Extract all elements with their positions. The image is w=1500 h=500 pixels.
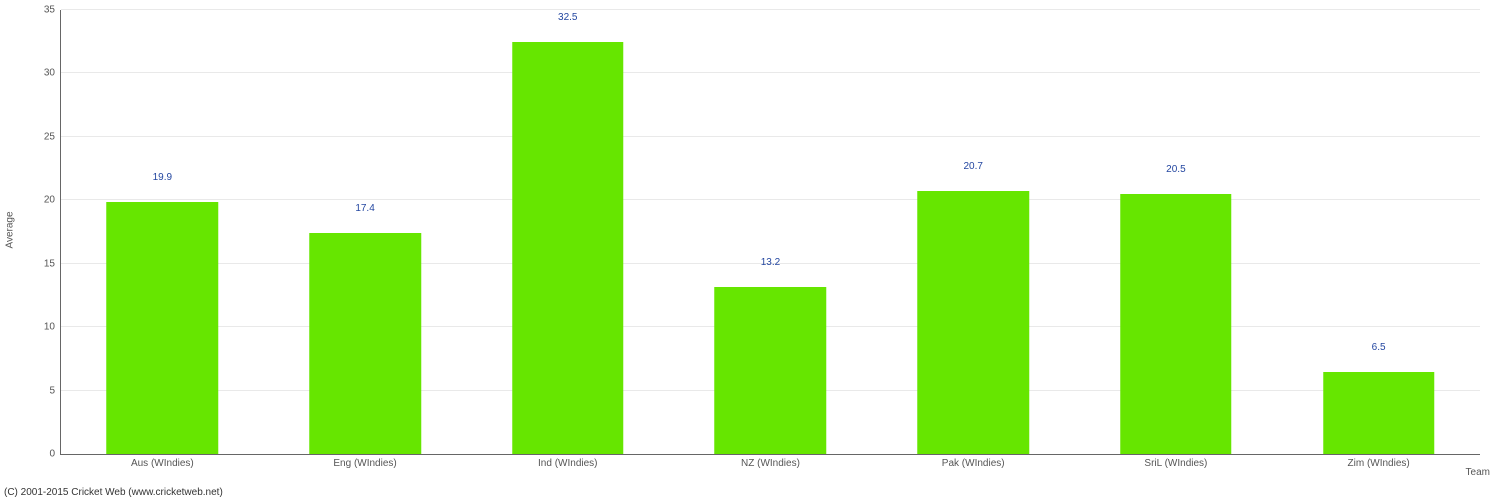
- bar-slot: 6.5Zim (WIndies): [1277, 10, 1480, 454]
- copyright-text: (C) 2001-2015 Cricket Web (www.cricketwe…: [4, 487, 223, 498]
- bar-value-label: 20.7: [963, 161, 982, 176]
- y-tick-label: 0: [49, 449, 61, 460]
- plot-area: 0510152025303519.9Aus (WIndies)17.4Eng (…: [60, 10, 1480, 455]
- bar-slot: 20.7Pak (WIndies): [872, 10, 1075, 454]
- y-tick-label: 10: [44, 322, 61, 333]
- bar-value-label: 32.5: [558, 12, 577, 27]
- bar-slot: 13.2NZ (WIndies): [669, 10, 872, 454]
- chart-container: 0510152025303519.9Aus (WIndies)17.4Eng (…: [0, 0, 1500, 500]
- x-tick-label: Eng (WIndies): [333, 454, 396, 469]
- bar: [1120, 194, 1231, 454]
- x-tick-label: Aus (WIndies): [131, 454, 194, 469]
- bar: [917, 191, 1028, 454]
- x-tick-label: NZ (WIndies): [741, 454, 800, 469]
- y-tick-label: 5: [49, 385, 61, 396]
- y-tick-label: 35: [44, 5, 61, 16]
- bar-value-label: 20.5: [1166, 164, 1185, 179]
- bar-slot: 20.5SriL (WIndies): [1075, 10, 1278, 454]
- y-tick-label: 25: [44, 131, 61, 142]
- bar-value-label: 6.5: [1372, 342, 1386, 357]
- bar-slot: 19.9Aus (WIndies): [61, 10, 264, 454]
- bar: [107, 202, 218, 454]
- y-axis-title: Average: [5, 211, 16, 248]
- bar-value-label: 17.4: [355, 203, 374, 218]
- x-axis-title: Team: [1466, 467, 1490, 478]
- y-tick-label: 15: [44, 258, 61, 269]
- bar-value-label: 19.9: [153, 172, 172, 187]
- bar-slot: 17.4Eng (WIndies): [264, 10, 467, 454]
- bar-value-label: 13.2: [761, 257, 780, 272]
- x-tick-label: Zim (WIndies): [1348, 454, 1410, 469]
- bar: [1323, 372, 1434, 454]
- bar: [715, 287, 826, 454]
- x-tick-label: SriL (WIndies): [1144, 454, 1207, 469]
- bar: [512, 42, 623, 454]
- y-tick-label: 20: [44, 195, 61, 206]
- bar-slot: 32.5Ind (WIndies): [466, 10, 669, 454]
- x-tick-label: Pak (WIndies): [942, 454, 1005, 469]
- x-tick-label: Ind (WIndies): [538, 454, 597, 469]
- y-tick-label: 30: [44, 68, 61, 79]
- bar: [309, 233, 420, 454]
